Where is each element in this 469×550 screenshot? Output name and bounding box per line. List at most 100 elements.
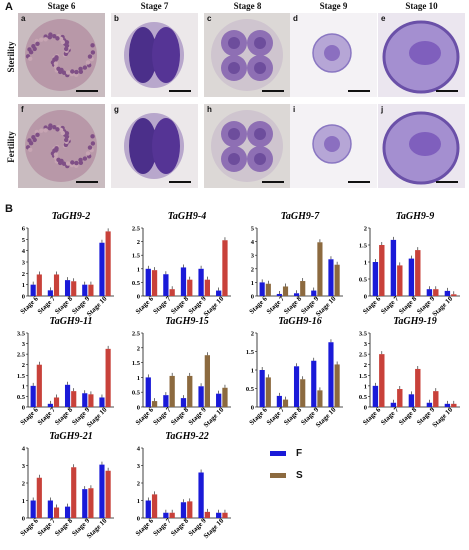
bar-s-7-0	[379, 354, 385, 407]
legend-item-s: S	[270, 470, 303, 481]
y-tick-label-6-1: 0.5	[246, 386, 255, 393]
y-tick-label-4-6: 3	[22, 341, 26, 348]
bar-f-8-4	[99, 464, 105, 518]
bar-f-0-0	[30, 284, 36, 296]
y-tick-label-2-1: 1	[251, 280, 254, 287]
y-tick-label-0-1: 1	[22, 282, 25, 289]
y-tick-label-5-0: 0	[137, 405, 140, 412]
y-tick-label-9-4: 4	[137, 446, 141, 453]
legend-swatch-f	[270, 450, 286, 456]
micrograph-letter-i: i	[293, 105, 296, 114]
y-tick-label-4-7: 3.5	[17, 331, 26, 338]
bar-s-2-0	[265, 283, 271, 296]
y-tick-label-7-3: 1.5	[359, 373, 368, 380]
stage-header-7: Stage 7	[140, 1, 169, 11]
micrograph-letter-g: g	[114, 105, 119, 114]
y-tick-label-8-3: 3	[22, 463, 26, 470]
y-tick-label-7-2: 1	[364, 383, 367, 390]
bar-s-8-1	[53, 507, 60, 518]
y-tick-label-7-5: 2.5	[359, 352, 368, 359]
scale-bar	[436, 90, 458, 92]
bar-s-3-2	[415, 250, 421, 296]
bar-f-1-2	[180, 267, 187, 296]
micrograph-image-j	[378, 104, 465, 188]
micrograph-j: j	[378, 104, 465, 188]
bar-s-3-0	[379, 245, 385, 296]
y-tick-label-9-1: 1	[137, 498, 140, 505]
x-tick-label-1-4: Stage 10	[202, 294, 226, 318]
y-tick-label-5-2: 1	[137, 375, 140, 382]
bar-f-5-4	[216, 393, 222, 407]
x-tick-label-5-1: Stage 7	[152, 405, 173, 426]
bar-f-8-2	[64, 506, 71, 518]
bar-s-9-3	[204, 511, 210, 518]
bar-f-3-1	[390, 239, 397, 296]
y-tick-label-4-5: 2.5	[17, 352, 26, 359]
scale-bar	[262, 181, 284, 183]
y-tick-label-3-1: 0.5	[359, 277, 368, 284]
micrograph-h: h	[204, 104, 291, 188]
bar-f-5-3	[198, 386, 204, 407]
y-tick-label-7-1: 0.5	[359, 394, 368, 401]
bar-f-0-1	[47, 290, 53, 296]
y-tick-label-1-4: 2	[137, 239, 140, 246]
bar-f-7-0	[372, 385, 379, 407]
y-tick-label-3-2: 1	[364, 260, 367, 267]
bar-f-2-1	[276, 293, 282, 296]
bar-s-5-2	[187, 375, 193, 407]
micrograph-d: d	[290, 13, 377, 97]
bar-s-7-1	[397, 389, 403, 407]
bar-f-6-0	[259, 370, 265, 407]
bar-f-9-3	[198, 472, 204, 518]
bar-f-4-0	[30, 385, 36, 407]
bar-s-2-4	[334, 264, 340, 296]
y-tick-label-8-2: 2	[22, 481, 25, 488]
y-tick-label-1-1: 0.5	[132, 280, 141, 287]
bar-f-6-3	[311, 360, 317, 407]
bar-s-0-3	[88, 284, 94, 296]
bar-f-4-2	[64, 384, 71, 407]
micrograph-g: g	[111, 104, 198, 188]
chart-title-5: TaGH9-15	[165, 316, 209, 327]
micrograph-e: e	[378, 13, 465, 97]
bar-f-2-3	[311, 290, 317, 296]
bar-f-3-3	[426, 289, 433, 296]
bar-s-9-0	[151, 494, 158, 518]
bar-s-1-3	[204, 279, 210, 296]
scale-bar	[76, 181, 98, 183]
y-tick-label-0-2: 2	[22, 271, 25, 278]
bar-f-1-4	[216, 290, 222, 296]
y-tick-label-6-0: 0	[251, 405, 254, 412]
scale-bar	[76, 90, 98, 92]
bar-f-5-1	[163, 395, 169, 407]
micrograph-letter-h: h	[207, 105, 212, 114]
bar-f-2-4	[328, 259, 334, 296]
bar-s-6-4	[334, 364, 340, 407]
bar-f-1-3	[198, 268, 204, 296]
scale-bar	[348, 181, 370, 183]
micrograph-a: a	[18, 13, 105, 97]
x-tick-label-0-2: Stage 8	[53, 294, 74, 315]
x-tick-label-9-1: Stage 7	[152, 516, 173, 537]
bar-s-9-4	[222, 512, 228, 518]
stage-header-9: Stage 9	[319, 1, 348, 11]
micrograph-image-b	[111, 13, 198, 97]
y-tick-label-3-3: 1.5	[359, 243, 368, 250]
y-tick-label-7-0: 0	[364, 405, 367, 412]
x-tick-label-4-1: Stage 7	[36, 405, 57, 426]
bar-s-8-0	[36, 477, 42, 518]
bar-s-6-1	[282, 399, 289, 407]
y-tick-label-3-0: 0	[364, 294, 367, 301]
bar-s-0-4	[105, 231, 111, 296]
bar-f-1-0	[145, 268, 151, 296]
bar-s-0-2	[71, 281, 77, 296]
micrograph-letter-d: d	[293, 14, 298, 23]
bar-f-3-4	[444, 290, 451, 296]
y-tick-label-9-0: 0	[137, 516, 140, 523]
y-tick-label-0-5: 5	[22, 237, 26, 244]
bar-f-7-3	[426, 402, 433, 407]
bar-f-6-2	[293, 366, 300, 407]
micrograph-image-f	[18, 104, 105, 188]
bar-s-4-2	[71, 391, 77, 407]
